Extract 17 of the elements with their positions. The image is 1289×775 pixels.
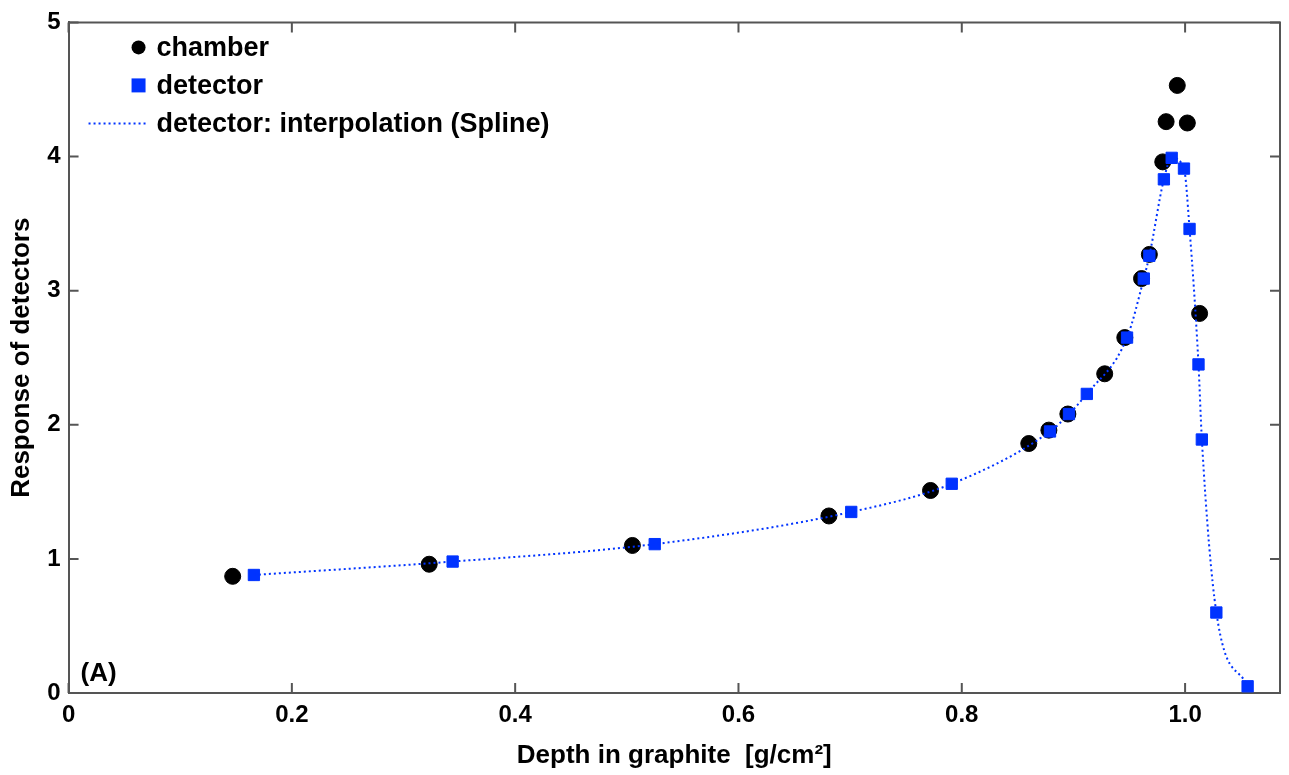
x-tick-label: 0.4 (498, 700, 533, 728)
x-tick-label: 0.2 (275, 700, 309, 728)
y-tick-label: 4 (47, 141, 62, 169)
y-tick-label: 0 (47, 677, 61, 705)
y-tick-label: 5 (47, 7, 61, 35)
y-tick-label: 3 (47, 275, 61, 303)
x-axis-title: Depth in graphite [g/cm²] (516, 738, 832, 769)
legend-label: detector: interpolation (Spline) (156, 108, 550, 139)
legend-label: chamber (156, 32, 270, 63)
x-tick-label: 0.6 (721, 700, 756, 728)
legend-label: detector (156, 70, 264, 101)
x-tick-label: 1.0 (1168, 700, 1202, 728)
y-tick-label: 2 (47, 409, 61, 437)
y-axis-title: Response of detectors (4, 217, 35, 498)
x-tick-label: 0.8 (945, 700, 979, 728)
annotation: (A) (80, 657, 117, 687)
y-tick-label: 1 (47, 543, 61, 571)
